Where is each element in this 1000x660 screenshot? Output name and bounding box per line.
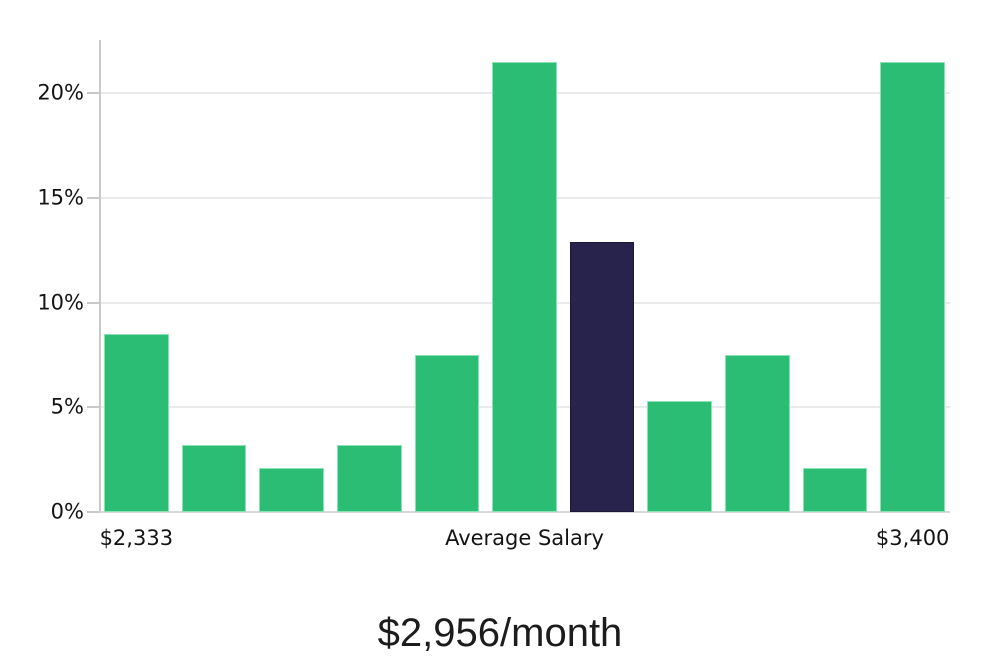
- chart-title: $2,956/month: [377, 611, 623, 655]
- bar: [492, 61, 557, 512]
- y-tick: [87, 92, 100, 95]
- x-axis-line: [99, 511, 950, 513]
- average-salary-bar: [569, 242, 635, 512]
- bar: [259, 468, 324, 512]
- x-tick-label: $3,400: [875, 526, 950, 550]
- bar: [336, 445, 402, 512]
- y-tick-label: 15%: [37, 185, 84, 210]
- bar: [181, 445, 247, 512]
- y-tick: [87, 301, 100, 304]
- y-tick-label: 0%: [50, 499, 84, 524]
- y-tick: [87, 197, 100, 200]
- y-tick-label: 10%: [37, 290, 84, 315]
- y-tick-label: 5%: [50, 394, 84, 419]
- bar: [647, 401, 713, 512]
- x-tick-label: $2,333: [99, 526, 174, 550]
- bar: [802, 468, 868, 512]
- bars-container: [104, 40, 946, 512]
- bar: [880, 61, 946, 512]
- y-axis-line: [99, 40, 101, 513]
- x-tick-label: Average Salary: [445, 526, 604, 550]
- y-tick: [87, 511, 100, 513]
- bar: [725, 355, 790, 512]
- bar: [104, 334, 169, 512]
- bar: [414, 355, 480, 512]
- y-tick: [87, 406, 100, 409]
- y-tick-label: 20%: [37, 80, 84, 105]
